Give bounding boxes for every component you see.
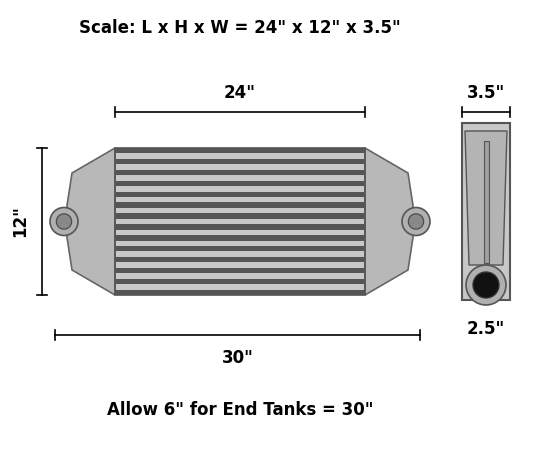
Polygon shape [465, 131, 507, 265]
Bar [115, 192, 365, 197]
Bar [115, 148, 365, 295]
Bar [115, 268, 365, 273]
Bar [115, 279, 365, 284]
Bar [115, 257, 365, 262]
Circle shape [408, 214, 423, 229]
Circle shape [50, 207, 78, 235]
Circle shape [473, 272, 499, 298]
Bar [115, 224, 365, 230]
Text: 24": 24" [224, 84, 256, 102]
Polygon shape [67, 148, 115, 295]
Bar [115, 213, 365, 219]
Bar [115, 289, 365, 295]
Bar [115, 148, 365, 295]
Bar [115, 246, 365, 252]
Circle shape [466, 265, 506, 305]
Bar [462, 123, 510, 300]
Bar [115, 170, 365, 175]
Text: 30": 30" [222, 349, 253, 367]
Bar [115, 202, 365, 208]
Bar [115, 180, 365, 186]
Text: 2.5": 2.5" [467, 320, 505, 338]
Circle shape [402, 207, 430, 235]
Bar [115, 159, 365, 164]
Text: Scale: L x H x W = 24" x 12" x 3.5": Scale: L x H x W = 24" x 12" x 3.5" [79, 19, 401, 37]
Bar [115, 148, 365, 153]
Bar [483, 141, 488, 263]
Polygon shape [365, 148, 413, 295]
Circle shape [56, 214, 72, 229]
Text: 3.5": 3.5" [467, 84, 505, 102]
Text: 12": 12" [11, 206, 29, 238]
Bar [115, 235, 365, 241]
Text: Allow 6" for End Tanks = 30": Allow 6" for End Tanks = 30" [107, 401, 373, 419]
